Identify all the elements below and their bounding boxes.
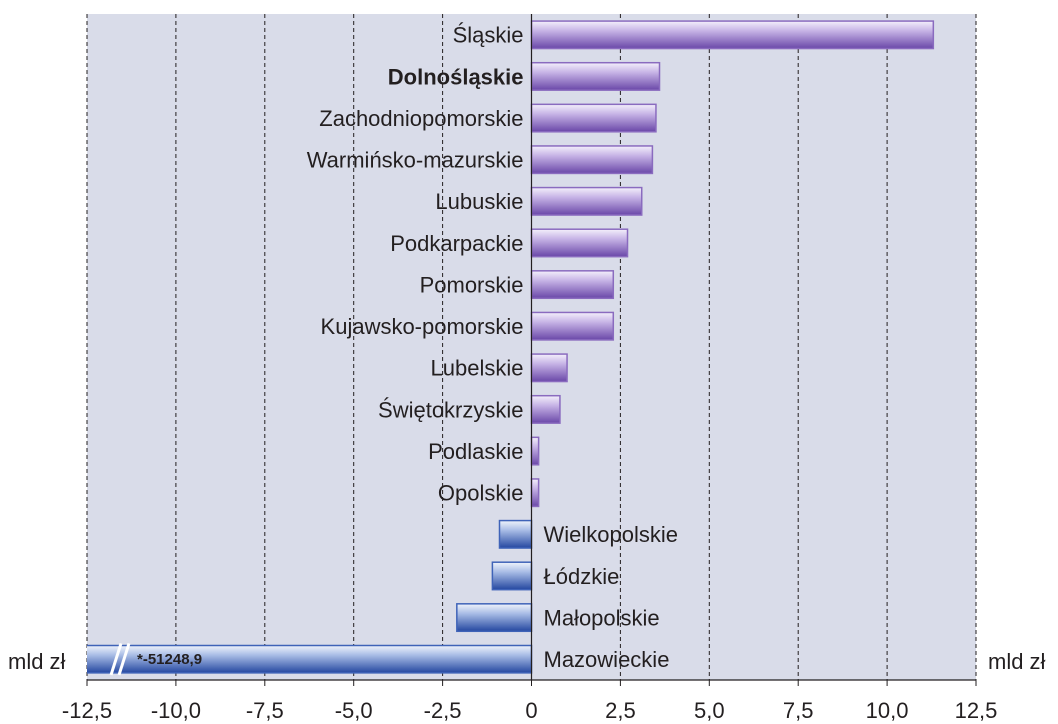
bar xyxy=(530,478,540,508)
bar xyxy=(491,561,533,591)
bar xyxy=(530,228,629,258)
x-tick-label: 7,5 xyxy=(783,698,814,723)
bar xyxy=(530,353,568,383)
bar xyxy=(530,270,615,300)
bar xyxy=(530,61,661,91)
bar xyxy=(87,644,533,674)
x-tick-label: 12,5 xyxy=(955,698,998,723)
bar xyxy=(530,103,657,133)
bar xyxy=(530,311,615,341)
bar xyxy=(530,394,561,424)
category-label: Łódzkie xyxy=(544,564,620,589)
bar xyxy=(498,519,533,549)
category-label: Podlaskie xyxy=(428,439,523,464)
bar xyxy=(530,436,540,466)
unit-label-left: mld zł xyxy=(8,649,66,674)
value-label: *-51248,9 xyxy=(137,651,202,668)
x-tick-label: 10,0 xyxy=(866,698,909,723)
x-tick-label: -10,0 xyxy=(151,698,201,723)
x-tick-label: 0 xyxy=(525,698,537,723)
category-label: Podkarpackie xyxy=(390,231,523,256)
unit-label-right: mld zł xyxy=(988,649,1046,674)
x-tick-label: -12,5 xyxy=(62,698,112,723)
category-label: Śląskie xyxy=(453,23,524,48)
x-tick-label: 2,5 xyxy=(605,698,636,723)
category-label: Małopolskie xyxy=(544,605,660,630)
category-label: Mazowieckie xyxy=(544,647,670,672)
category-label: Wielkopolskie xyxy=(544,522,679,547)
bar xyxy=(530,186,643,216)
bar xyxy=(530,145,654,175)
category-label: Świętokrzyskie xyxy=(378,397,523,422)
bar xyxy=(530,20,935,50)
category-label: Lubuskie xyxy=(435,189,523,214)
x-tick-label: -2,5 xyxy=(424,698,462,723)
category-label: Zachodniopomorskie xyxy=(319,106,523,131)
axis-break xyxy=(109,642,123,676)
category-label: Kujawsko-pomorskie xyxy=(321,314,524,339)
category-label: Dolnośląskie xyxy=(388,64,524,89)
bar xyxy=(456,603,533,633)
axis-break xyxy=(117,642,131,676)
x-tick-label: -5,0 xyxy=(335,698,373,723)
x-tick-label: -7,5 xyxy=(246,698,284,723)
category-label: Opolskie xyxy=(438,481,524,506)
category-label: Pomorskie xyxy=(420,272,524,297)
x-tick-label: 5,0 xyxy=(694,698,725,723)
category-label: Lubelskie xyxy=(431,356,524,381)
category-label: Warmińsko-mazurskie xyxy=(307,148,524,173)
